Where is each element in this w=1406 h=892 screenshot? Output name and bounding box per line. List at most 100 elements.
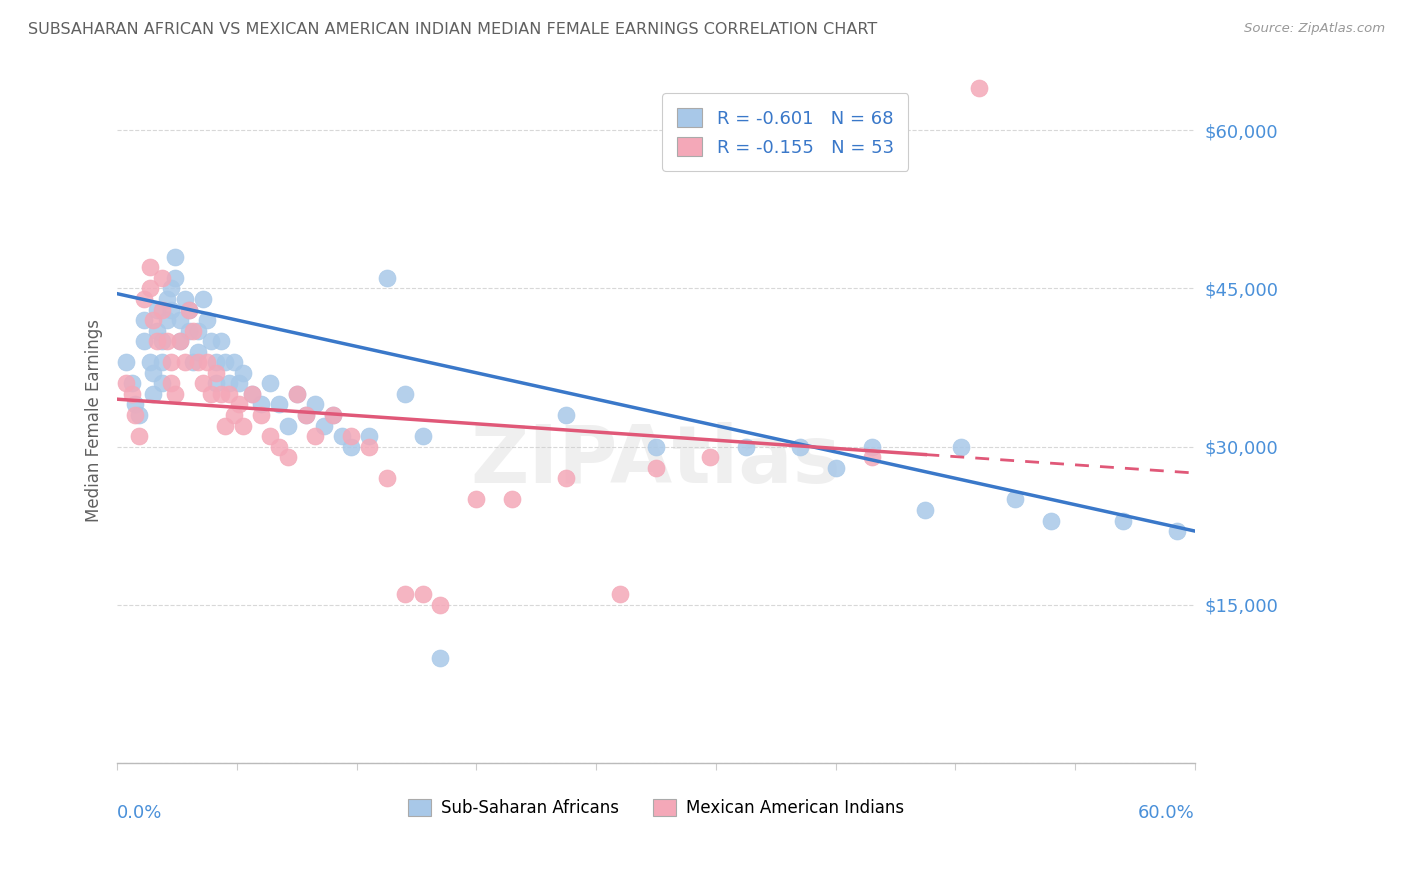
Point xyxy=(339,429,361,443)
Point xyxy=(412,587,434,601)
Point xyxy=(375,471,398,485)
Point xyxy=(1040,514,1063,528)
Point xyxy=(824,460,846,475)
Point xyxy=(339,440,361,454)
Point xyxy=(124,397,146,411)
Point xyxy=(394,387,416,401)
Point xyxy=(228,376,250,391)
Point xyxy=(645,460,668,475)
Point xyxy=(914,503,936,517)
Point xyxy=(375,271,398,285)
Y-axis label: Median Female Earnings: Median Female Earnings xyxy=(86,318,103,522)
Point xyxy=(115,376,138,391)
Point xyxy=(232,418,254,433)
Point xyxy=(150,334,173,348)
Point xyxy=(218,387,240,401)
Point xyxy=(465,492,488,507)
Legend: Sub-Saharan Africans, Mexican American Indians: Sub-Saharan Africans, Mexican American I… xyxy=(401,792,911,823)
Point xyxy=(124,408,146,422)
Point xyxy=(121,387,143,401)
Point xyxy=(304,397,326,411)
Point xyxy=(277,450,299,465)
Point xyxy=(169,334,191,348)
Point xyxy=(357,429,380,443)
Point xyxy=(160,302,183,317)
Point xyxy=(163,250,186,264)
Text: SUBSAHARAN AFRICAN VS MEXICAN AMERICAN INDIAN MEDIAN FEMALE EARNINGS CORRELATION: SUBSAHARAN AFRICAN VS MEXICAN AMERICAN I… xyxy=(28,22,877,37)
Point xyxy=(177,302,200,317)
Point xyxy=(138,281,160,295)
Point xyxy=(1004,492,1026,507)
Text: ZIPAtlas: ZIPAtlas xyxy=(471,423,841,500)
Point xyxy=(150,271,173,285)
Point xyxy=(200,387,222,401)
Point xyxy=(128,408,150,422)
Text: 60.0%: 60.0% xyxy=(1137,805,1195,822)
Point xyxy=(609,587,631,601)
Point xyxy=(394,587,416,601)
Point xyxy=(555,408,578,422)
Point xyxy=(1112,514,1135,528)
Point xyxy=(174,355,197,369)
Point xyxy=(312,418,335,433)
Point xyxy=(1166,524,1188,538)
Point xyxy=(187,355,209,369)
Point xyxy=(294,408,316,422)
Point xyxy=(285,387,308,401)
Point xyxy=(142,366,165,380)
Point xyxy=(209,334,232,348)
Point xyxy=(150,376,173,391)
Point xyxy=(860,440,883,454)
Point xyxy=(228,397,250,411)
Point xyxy=(138,260,160,275)
Point xyxy=(187,344,209,359)
Point xyxy=(240,387,263,401)
Point xyxy=(193,376,215,391)
Point xyxy=(142,387,165,401)
Point xyxy=(145,334,167,348)
Point xyxy=(209,387,232,401)
Point xyxy=(250,397,273,411)
Point xyxy=(115,355,138,369)
Point xyxy=(734,440,756,454)
Point xyxy=(322,408,344,422)
Point xyxy=(330,429,353,443)
Point xyxy=(232,366,254,380)
Point xyxy=(187,324,209,338)
Point xyxy=(222,408,245,422)
Point xyxy=(150,355,173,369)
Point xyxy=(156,313,179,327)
Point xyxy=(205,366,228,380)
Point xyxy=(138,355,160,369)
Point xyxy=(285,387,308,401)
Point xyxy=(645,440,668,454)
Point xyxy=(967,81,990,95)
Point xyxy=(145,324,167,338)
Point xyxy=(267,397,290,411)
Point xyxy=(169,334,191,348)
Point xyxy=(789,440,811,454)
Point xyxy=(142,313,165,327)
Point xyxy=(205,355,228,369)
Point xyxy=(163,387,186,401)
Point xyxy=(240,387,263,401)
Point xyxy=(205,376,228,391)
Point xyxy=(294,408,316,422)
Point xyxy=(555,471,578,485)
Point xyxy=(160,376,183,391)
Point xyxy=(134,334,156,348)
Point xyxy=(193,292,215,306)
Point xyxy=(156,292,179,306)
Point xyxy=(177,324,200,338)
Point xyxy=(181,324,204,338)
Point xyxy=(259,429,281,443)
Point xyxy=(150,302,173,317)
Point xyxy=(322,408,344,422)
Point xyxy=(163,271,186,285)
Point xyxy=(412,429,434,443)
Point xyxy=(218,376,240,391)
Point xyxy=(145,302,167,317)
Point xyxy=(250,408,273,422)
Point xyxy=(169,313,191,327)
Point xyxy=(222,355,245,369)
